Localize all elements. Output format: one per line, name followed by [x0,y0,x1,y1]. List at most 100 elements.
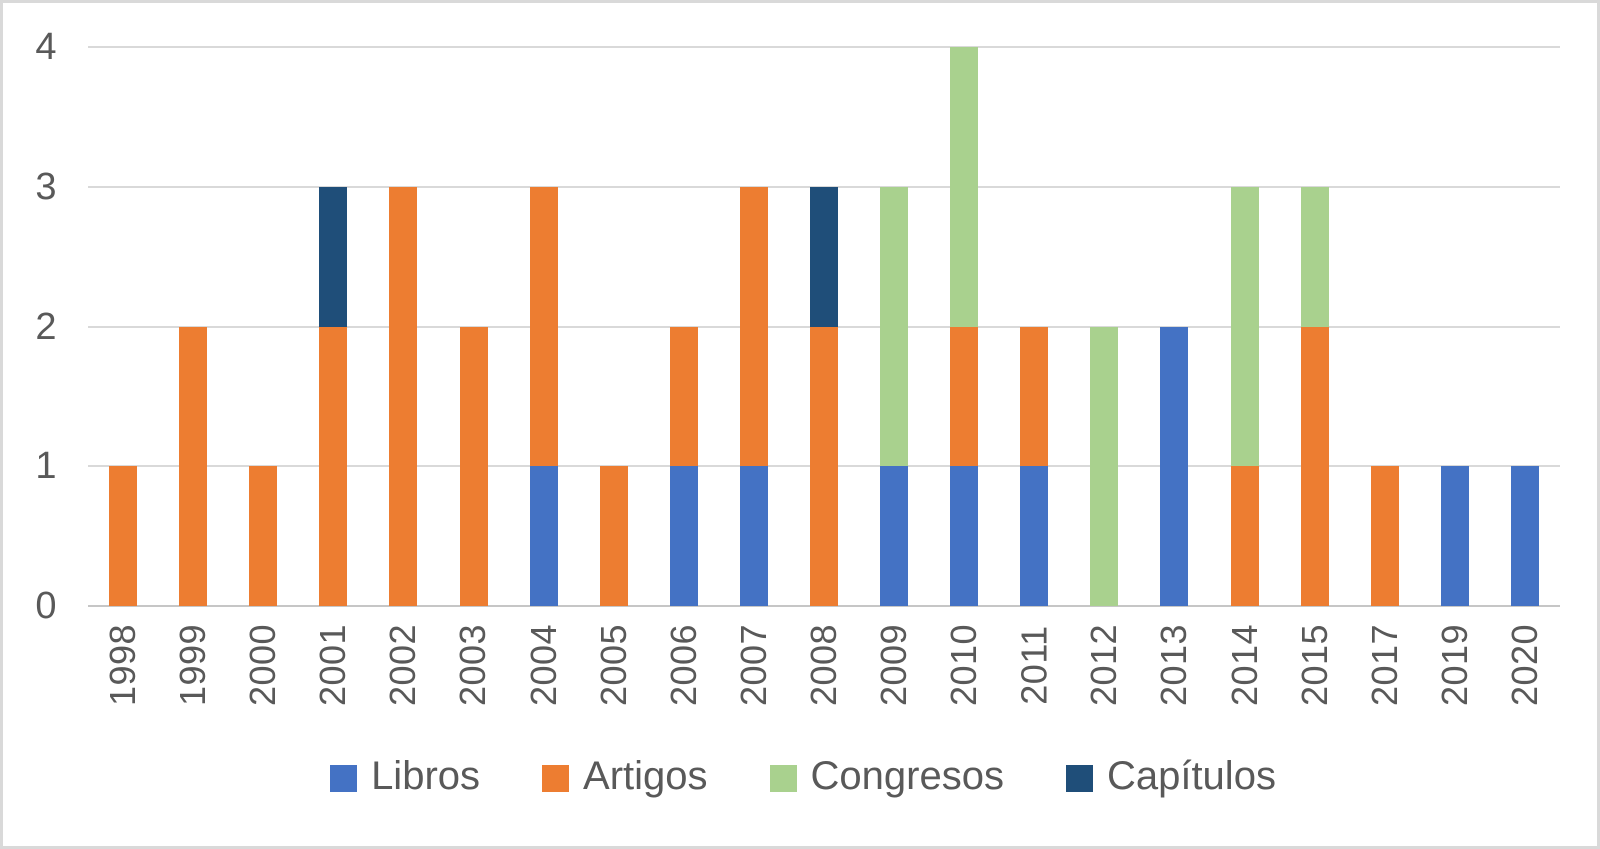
bar-segment-congresos [950,47,979,327]
bar-segment-artigos [109,466,138,606]
x-tick-label: 2015 [1293,615,1337,715]
bar-2001 [319,186,348,606]
bar-segment-libros [739,466,768,606]
bar-stack [599,466,628,606]
bar-2015 [1300,186,1329,606]
bar-segment-artigos [950,326,979,467]
bar-stack [880,186,909,606]
x-tick-text: 2011 [1013,625,1055,705]
bar-stack [950,47,979,606]
bar-segment-artigos [669,326,698,467]
x-tick-label: 2006 [662,615,706,715]
legend-item-congresos: Congresos [769,753,1004,799]
plot-area: 0 1 2 3 4 1998 1999 2000 2001 2002 2003 2004 2005 200… [3,3,1597,846]
bar-stack [1090,326,1119,606]
bar-stack [1370,466,1399,606]
bar-segment-artigos [459,326,488,606]
y-tick-label: 4 [35,26,57,68]
y-tick-label: 1 [35,445,57,488]
bar-segment-artigos [249,466,278,606]
bar-stack [459,326,488,606]
legend-item-libros: Libros [330,754,480,799]
bar-2002 [389,186,418,606]
x-tick-text: 2006 [662,623,704,707]
x-tick-text: 2001 [312,623,354,707]
x-tick-text: 2005 [592,623,634,707]
x-tick-label: 2003 [452,615,496,715]
bar-segment-artigos [1300,326,1329,606]
bar-2012 [1090,326,1119,606]
bar-segment-congresos [1300,186,1329,327]
x-tick-label: 1998 [101,615,145,715]
x-tick-text: 2004 [522,623,564,707]
bar-segment-artigos [599,466,628,606]
y-tick-label: 0 [35,585,57,627]
bar-segment-capítulos [319,186,348,327]
bar-stack [1160,326,1189,606]
bar-2006 [669,326,698,606]
bar-segment-artigos [529,186,558,467]
x-tick-text: 2003 [452,623,494,707]
bar-segment-libros [1510,466,1539,606]
bar-segment-artigos [319,326,348,606]
bar-2005 [599,466,628,606]
bar-2010 [950,47,979,606]
bar-segment-libros [950,466,979,606]
bar-segment-artigos [739,186,768,467]
bar-stack [529,186,558,606]
bar-stack [810,186,838,606]
bar-segment-capítulos [810,186,838,327]
legend-item-artigos: Artigos [542,754,708,799]
bar-stack [249,466,278,606]
x-tick-label: 2012 [1082,615,1126,715]
x-tick-text: 1998 [102,623,144,707]
x-tick-label: 2008 [802,615,846,715]
x-tick-text: 2014 [1223,623,1265,707]
legend-label: Artigos [583,753,708,798]
bar-segment-libros [1160,326,1189,606]
x-tick-label: 2002 [381,615,425,715]
x-tick-label: 2020 [1503,615,1547,715]
x-tick-label: 2011 [1012,615,1056,715]
bar-segment-congresos [880,186,909,467]
x-tick-label: 2019 [1433,615,1477,715]
bar-stack [1510,466,1539,606]
x-tick-text: 2015 [1293,623,1335,707]
x-tick-label: 2009 [872,615,916,715]
gridline [88,46,1560,48]
y-tick-label: 2 [35,305,57,348]
x-tick-label: 1999 [171,615,215,715]
bar-2008 [810,186,838,606]
bar-1998 [109,466,138,606]
bar-2020 [1510,466,1539,606]
bar-segment-artigos [389,186,418,606]
legend: Libros Artigos Congresos Capítulos [3,741,1597,811]
bar-segment-artigos [1230,466,1259,606]
legend-label: Congresos [810,753,1004,798]
x-tick-label: 2010 [942,615,986,715]
x-tick-text: 2012 [1083,623,1125,707]
bar-stack [389,186,418,606]
bar-2017 [1370,466,1399,606]
bar-stack [1440,466,1469,606]
bar-2011 [1020,326,1049,606]
bar-2019 [1440,466,1469,606]
bar-2009 [880,186,909,606]
bar-stack [739,186,768,606]
bar-2007 [739,186,768,606]
x-tick-text: 2019 [1433,623,1475,707]
bar-stack [179,326,208,606]
bar-stack [1300,186,1329,606]
bar-segment-artigos [810,326,838,606]
bar-segment-artigos [179,326,208,606]
x-tick-label: 2007 [732,615,776,715]
bar-segment-libros [669,466,698,606]
legend-label: Capítulos [1106,753,1276,798]
bar-segment-libros [1440,466,1469,606]
x-tick-label: 2005 [592,615,636,715]
bar-segment-artigos [1370,466,1399,606]
x-tick-text: 2002 [382,623,424,707]
x-tick-text: 2020 [1503,623,1545,707]
bar-segment-artigos [1020,326,1049,467]
x-tick-text: 2017 [1363,623,1405,707]
